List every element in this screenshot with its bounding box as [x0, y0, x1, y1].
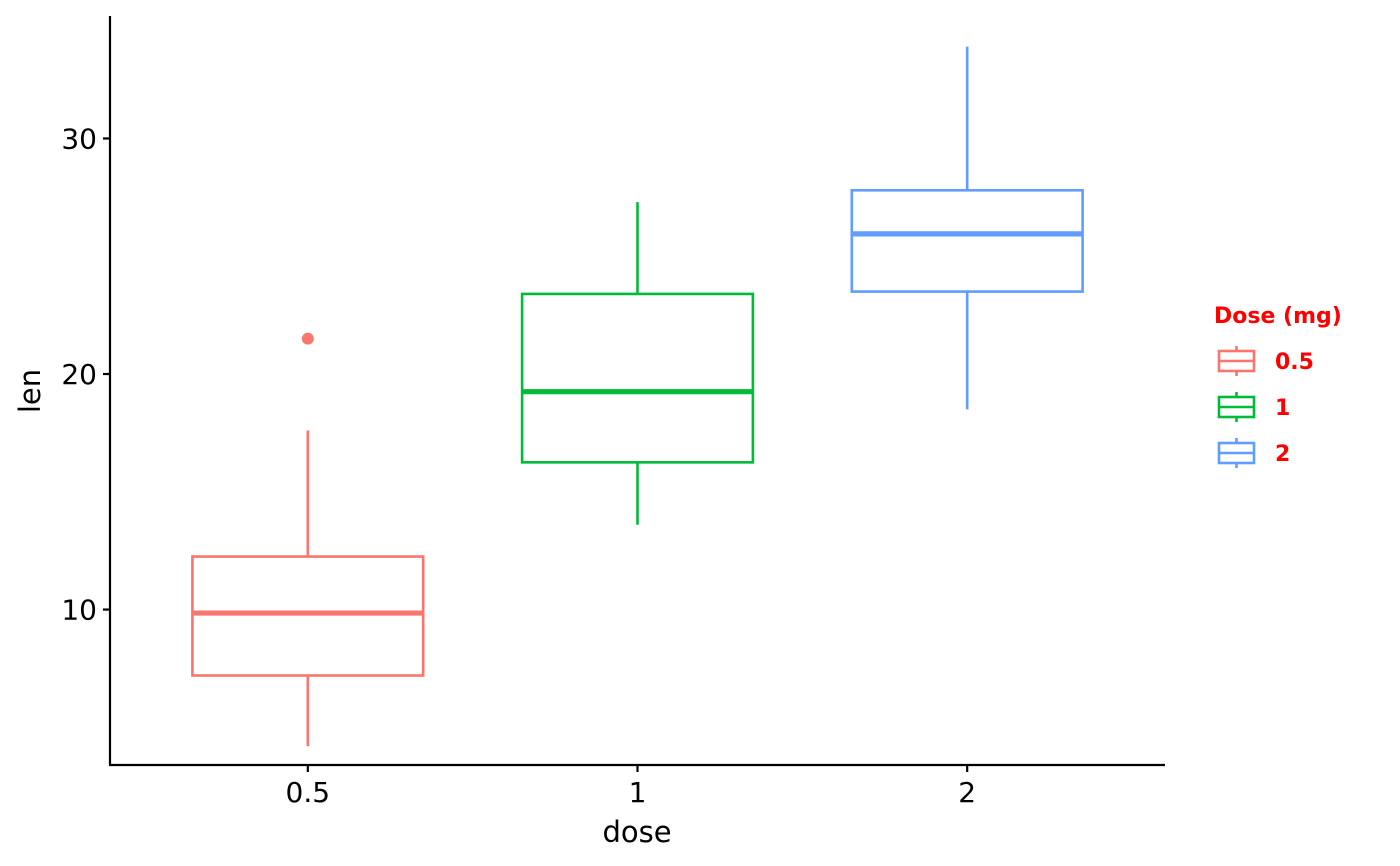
x-axis-ticks: 0.5 1 2: [286, 765, 976, 809]
legend-label: 2: [1275, 442, 1290, 467]
y-tick-label: 20: [61, 358, 97, 391]
y-axis-title: len: [13, 369, 47, 413]
outlier-point: [301, 332, 314, 345]
x-tick-label: 0.5: [286, 776, 331, 809]
legend-item: 2: [1217, 438, 1290, 468]
y-axis-ticks: 10 20 30: [61, 122, 110, 627]
legend-label: 1: [1275, 396, 1290, 421]
legend-item: 1: [1217, 392, 1290, 422]
legend-item: 0.5: [1217, 346, 1314, 376]
box-group: [520, 202, 755, 525]
box: [850, 188, 1084, 293]
x-tick-label: 1: [629, 776, 647, 809]
box-group: [850, 46, 1084, 410]
y-tick-label: 10: [61, 594, 97, 627]
box-group: [191, 332, 425, 747]
box: [191, 555, 425, 677]
x-tick-label: 2: [958, 776, 976, 809]
legend-title: Dose (mg): [1214, 304, 1342, 329]
legend: Dose (mg) 0.5 1 2: [1214, 304, 1342, 468]
x-axis-title: dose: [602, 815, 671, 849]
legend-label: 0.5: [1275, 350, 1314, 375]
legend-keys: 0.5 1 2: [1217, 346, 1314, 468]
box: [520, 292, 755, 464]
plot-area: [191, 46, 1084, 747]
y-tick-label: 30: [61, 122, 97, 155]
